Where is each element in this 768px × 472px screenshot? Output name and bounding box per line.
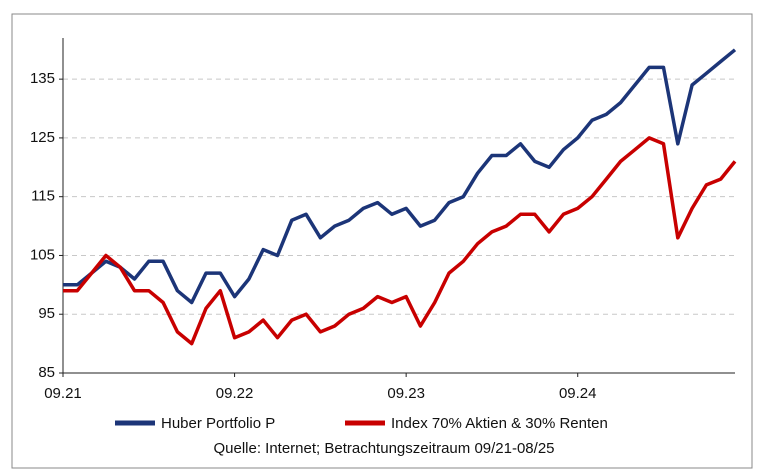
y-tick-label: 115: [31, 188, 55, 205]
y-tick-label: 125: [30, 129, 55, 146]
x-tick-label: 09.24: [559, 385, 597, 402]
x-tick-label: 09.22: [216, 385, 254, 402]
legend-label: Index 70% Aktien & 30% Renten: [391, 415, 608, 432]
series-line: [63, 48, 737, 305]
series-line: [63, 136, 737, 346]
x-tick-label: 09.21: [44, 385, 82, 402]
frame: [11, 13, 753, 469]
source-note: Quelle: Internet; Betrachtungszeitraum 0…: [213, 440, 554, 457]
y-tick-label: 105: [30, 246, 55, 263]
y-tick-label: 95: [38, 305, 55, 322]
legend-label: Huber Portfolio P: [161, 415, 275, 432]
y-tick-label: 85: [38, 364, 55, 381]
y-tick-label: 135: [30, 70, 55, 87]
x-tick-label: 09.23: [387, 385, 425, 402]
